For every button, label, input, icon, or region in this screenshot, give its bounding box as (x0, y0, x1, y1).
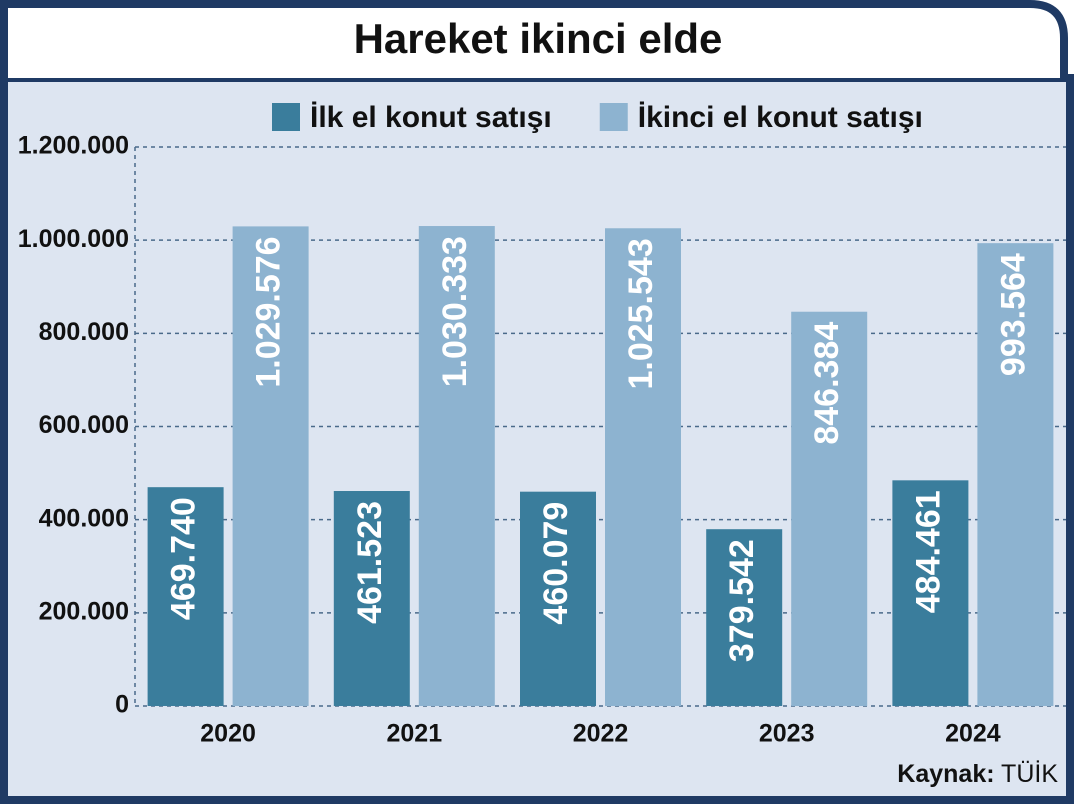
value-label: 460.079 (537, 502, 575, 625)
chart-title: Hareket ikinci elde (354, 15, 723, 62)
x-tick-label: 2024 (945, 720, 1001, 748)
source: Kaynak: TÜİK (897, 759, 1058, 788)
value-label: 484.461 (909, 490, 947, 613)
bar (892, 480, 969, 706)
bar (977, 243, 1054, 706)
x-tick-label: 2022 (573, 720, 629, 748)
bar (605, 228, 681, 706)
bar (232, 226, 309, 707)
x-tick-label: 2020 (200, 720, 256, 748)
title-box (0, 0, 1068, 78)
value-label: 846.384 (808, 322, 846, 445)
bar (791, 311, 868, 706)
value-label: 993.564 (994, 253, 1032, 376)
y-tick-label: 1.000.000 (18, 225, 129, 253)
value-label: 461.523 (351, 501, 389, 624)
value-label: 1.025.543 (622, 238, 660, 389)
source-name: TÜİK (1001, 759, 1058, 788)
value-label: 1.029.576 (250, 236, 288, 387)
legend-label: İlk el konut satışı (310, 101, 552, 134)
x-tick-label: 2023 (759, 720, 815, 748)
value-label: 379.542 (723, 539, 761, 662)
bar (520, 491, 596, 706)
value-label: 469.740 (165, 497, 203, 620)
x-tick-label: 2021 (386, 720, 442, 748)
y-tick-label: 0 (115, 691, 129, 719)
bar (418, 226, 495, 706)
legend-label: İkinci el konut satışı (638, 101, 923, 134)
y-tick-label: 1.200.000 (18, 132, 129, 160)
y-tick-label: 200.000 (39, 597, 129, 625)
bar (706, 529, 783, 706)
bar (147, 487, 224, 706)
bar (333, 491, 410, 706)
y-tick-label: 800.000 (39, 318, 129, 346)
source-label: Kaynak: (897, 760, 994, 788)
y-tick-label: 400.000 (39, 504, 129, 532)
y-tick-label: 600.000 (39, 411, 129, 439)
value-label: 1.030.333 (436, 236, 474, 387)
legend-swatch (272, 103, 300, 131)
legend-swatch (599, 103, 628, 131)
